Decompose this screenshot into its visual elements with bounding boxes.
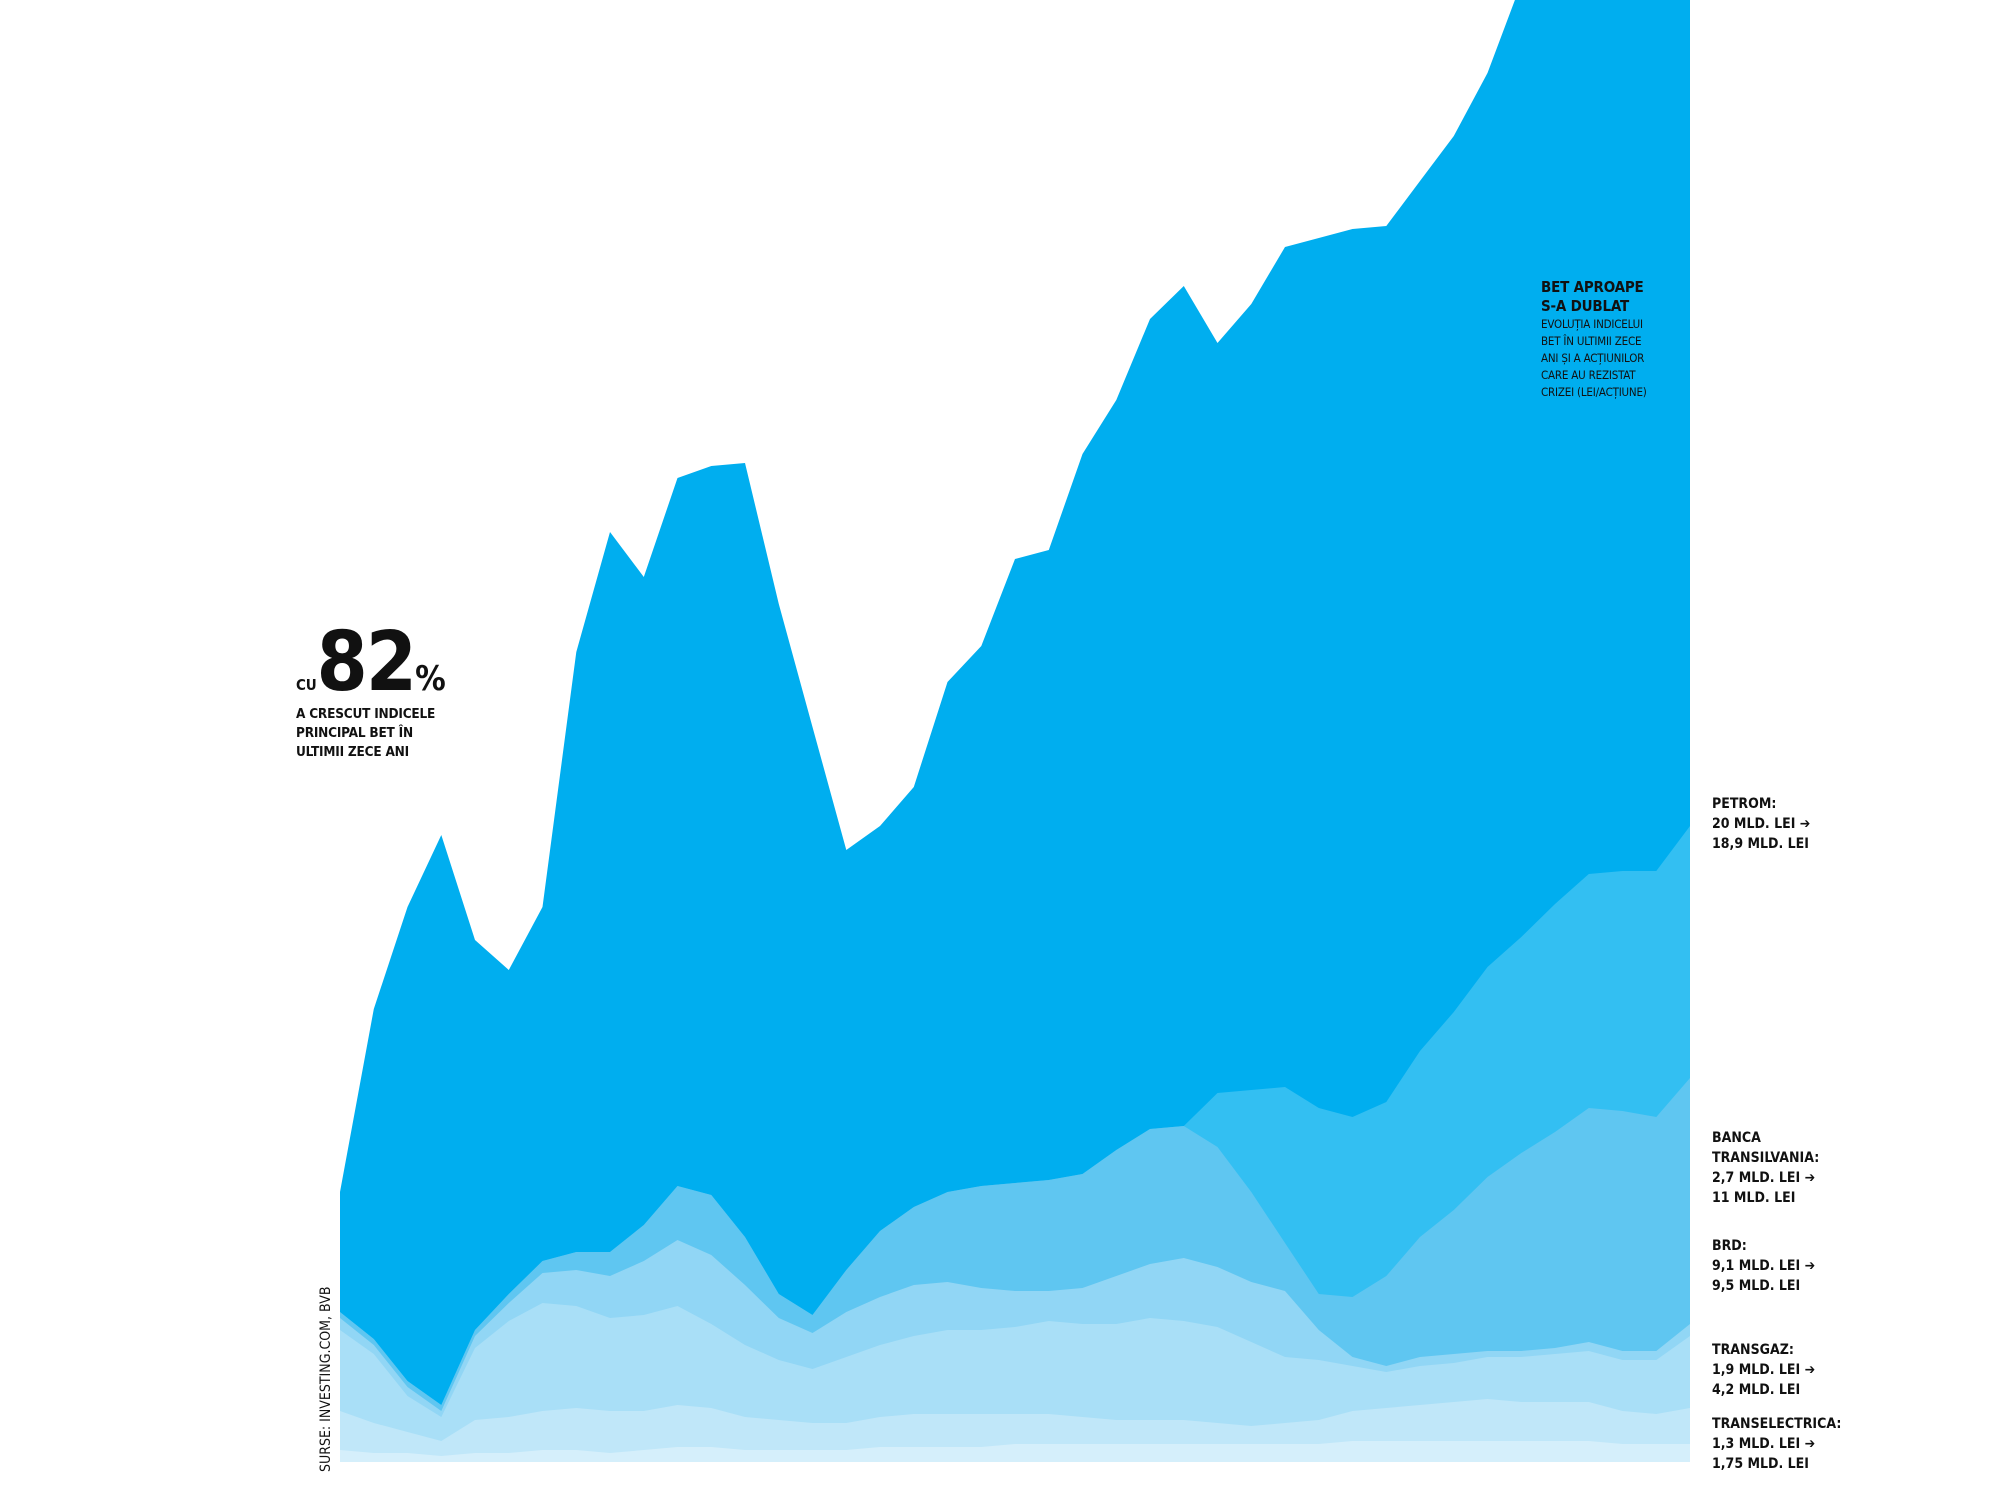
label-petrom-line-2: 20 MLD. LEI ➔ <box>1712 816 1811 832</box>
area-transelectrica <box>340 1441 1690 1462</box>
label-bt-line-2: TRANSILVANIA: <box>1712 1150 1820 1166</box>
area-bet-top <box>340 0 1690 1462</box>
label-transelectrica-line-2: 1,3 MLD. LEI ➔ <box>1712 1436 1816 1452</box>
intro-value: 82 <box>316 615 417 710</box>
intro-line-3: ULTIMII ZECE ANI <box>296 744 409 760</box>
label-bt-line-3: 2,7 MLD. LEI ➔ <box>1712 1170 1816 1186</box>
intro-unit: % <box>415 659 446 699</box>
label-brd: BRD: 9,1 MLD. LEI ➔ 9,5 MLD. LEI <box>1712 1236 1822 1296</box>
label-brd-line-2: 9,1 MLD. LEI ➔ <box>1712 1258 1816 1274</box>
label-petrom: PETROM: 20 MLD. LEI ➔ 18,9 MLD. LEI <box>1712 794 1822 854</box>
heading-sub-line-5: CRIZEI (LEI/ACȚIUNE) <box>1541 385 1647 399</box>
label-transgaz-line-2: 1,9 MLD. LEI ➔ <box>1712 1362 1816 1378</box>
label-transelectrica: TRANSELECTRICA: 1,3 MLD. LEI ➔ 1,75 MLD.… <box>1712 1414 1842 1474</box>
label-petrom-line-1: PETROM: <box>1712 796 1777 812</box>
source-note: SURSE: INVESTING.COM, BVB <box>318 1286 334 1473</box>
heading-title: BET APROAPE S-A DUBLAT <box>1541 278 1681 316</box>
intro-text: A CRESCUT INDICELE PRINCIPAL BET ÎN ULTI… <box>296 705 446 762</box>
heading-title-line-1: BET APROAPE <box>1541 278 1644 296</box>
label-transelectrica-line-1: TRANSELECTRICA: <box>1712 1416 1842 1432</box>
label-transelectrica-line-3: 1,75 MLD. LEI <box>1712 1456 1809 1472</box>
label-petrom-line-3: 18,9 MLD. LEI <box>1712 836 1809 852</box>
label-transgaz-line-3: 4,2 MLD. LEI <box>1712 1382 1801 1398</box>
intro-line-2: PRINCIPAL BET ÎN <box>296 725 413 741</box>
intro-line-1: A CRESCUT INDICELE <box>296 706 436 722</box>
label-transgaz: TRANSGAZ: 1,9 MLD. LEI ➔ 4,2 MLD. LEI <box>1712 1340 1822 1400</box>
chart-areas <box>340 0 1690 1462</box>
intro-callout: CU82% A CRESCUT INDICELE PRINCIPAL BET Î… <box>296 622 446 762</box>
label-brd-line-1: BRD: <box>1712 1238 1747 1254</box>
heading-sub-line-3: ANI ȘI A ACȚIUNILOR <box>1541 351 1645 365</box>
label-bt-line-4: 11 MLD. LEI <box>1712 1190 1796 1206</box>
heading-sub-line-4: CARE AU REZISTAT <box>1541 368 1636 382</box>
label-banca-transilvania: BANCA TRANSILVANIA: 2,7 MLD. LEI ➔ 11 ML… <box>1712 1128 1822 1208</box>
label-transgaz-line-1: TRANSGAZ: <box>1712 1342 1794 1358</box>
intro-prefix: CU <box>296 676 317 694</box>
chart-heading: BET APROAPE S-A DUBLAT EVOLUȚIA INDICELU… <box>1541 278 1681 401</box>
heading-title-line-2: S-A DUBLAT <box>1541 297 1629 315</box>
heading-sub-line-1: EVOLUȚIA INDICELUI <box>1541 317 1643 331</box>
label-bt-line-1: BANCA <box>1712 1130 1761 1146</box>
heading-sub-line-2: BET ÎN ULTIMII ZECE <box>1541 334 1642 348</box>
heading-subtitle: EVOLUȚIA INDICELUI BET ÎN ULTIMII ZECE A… <box>1541 316 1681 401</box>
label-brd-line-3: 9,5 MLD. LEI <box>1712 1278 1801 1294</box>
